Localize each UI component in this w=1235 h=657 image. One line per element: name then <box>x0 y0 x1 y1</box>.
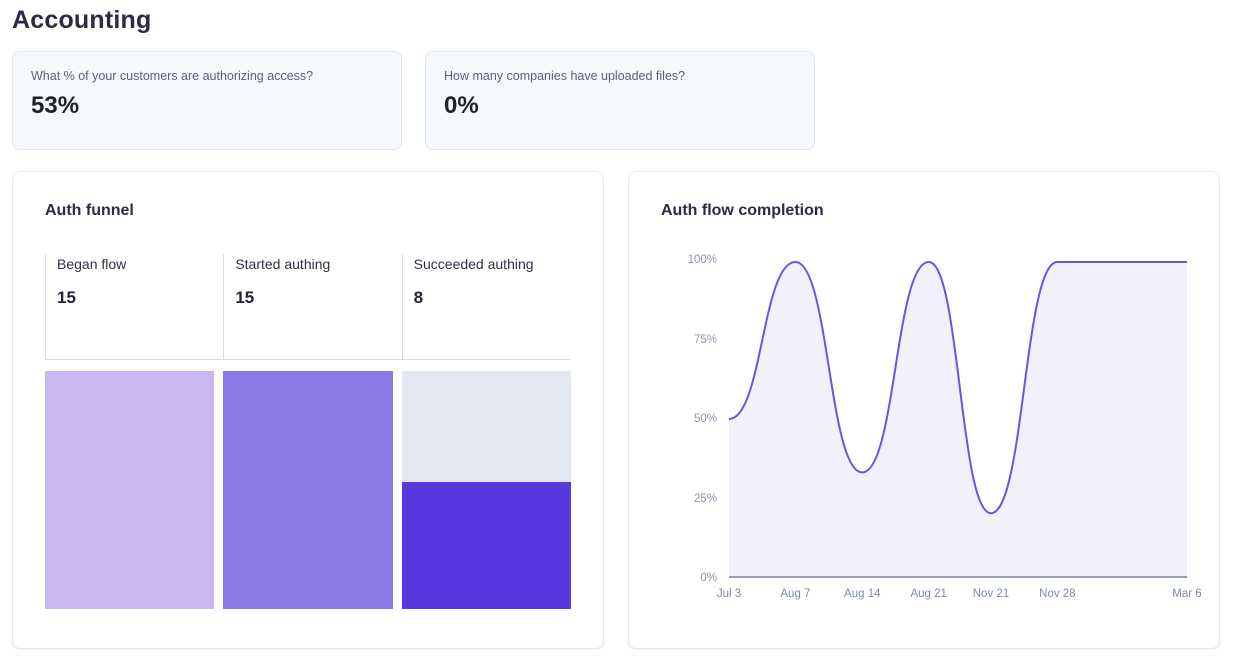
funnel-stage-value: 15 <box>235 288 255 307</box>
funnel-stage-label: Began flow <box>57 256 127 272</box>
x-axis-label: Mar 6 <box>1172 588 1202 600</box>
x-axis-label: Jul 3 <box>716 588 742 600</box>
y-axis-label: 0% <box>700 572 717 584</box>
funnel-stage-header: Began flow 15 <box>45 254 214 359</box>
x-axis-label: Aug 14 <box>844 588 881 600</box>
stats-row: What % of your customers are authorizing… <box>12 51 1223 150</box>
stat-question: What % of your customers are authorizing… <box>31 69 314 83</box>
stat-question: How many companies have uploaded files? <box>444 69 686 83</box>
y-axis-label: 100% <box>687 254 717 266</box>
completion-chart-grid: 0% 25% 50% 75% 100% Jul 3 Aug 7 Aug 14 Aug 21 No… <box>661 254 1202 608</box>
y-axis-label: 75% <box>693 333 717 346</box>
x-axis-label: Aug 21 <box>910 588 947 600</box>
plot-area <box>728 260 1187 578</box>
auth-funnel-panel: Auth funnel Began flow 15 Started authing 1… <box>12 171 604 649</box>
funnel-stage-bar <box>401 371 571 609</box>
x-axis: Jul 3 Aug 7 Aug 14 Aug 21 Nov 21 Nov 28 Mar 6 <box>717 588 1202 608</box>
page-title: Accounting <box>12 6 152 34</box>
auth-flow-completion-panel: Auth flow completion 0% 25% 50% 75% 100% Jul… <box>628 171 1220 649</box>
auth-funnel-title: Auth funnel <box>45 202 134 219</box>
y-axis-label: 50% <box>693 413 717 425</box>
funnel-stage-value: 15 <box>57 288 76 307</box>
funnel-stage-succeeded-authing: Succeeded authing 8 <box>401 254 571 609</box>
funnel-stage-bar <box>223 371 393 609</box>
stat-value: 0% <box>444 92 479 119</box>
completion-area-fill <box>729 262 1187 576</box>
completion-line <box>728 260 1187 515</box>
completion-chart: 0% 25% 50% 75% 100% Jul 3 Aug 7 Aug 14 Aug 21 No… <box>661 254 1202 608</box>
funnel-stage-header: Succeeded authing 8 <box>401 254 571 359</box>
funnel-stage-started-authing: Started authing 15 <box>223 254 393 609</box>
plot-wrap: Jul 3 Aug 7 Aug 14 Aug 21 Nov 21 Nov 28 Mar 6 <box>717 260 1202 608</box>
funnel-stage-began-flow: Began flow 15 <box>45 254 215 609</box>
x-axis-label: Nov 21 <box>972 588 1010 600</box>
funnel-bar-fill <box>401 482 571 609</box>
x-axis-label: Aug 7 <box>780 588 811 600</box>
funnel-bar-fill <box>223 371 393 609</box>
x-axis-label: Nov 28 <box>1039 588 1076 600</box>
stat-card-authorizing-access: What % of your customers are authorizing… <box>12 51 402 150</box>
auth-flow-completion-title: Auth flow completion <box>661 202 824 219</box>
funnel-stage-label: Started authing <box>235 256 331 272</box>
funnel-stage-header: Started authing 15 <box>223 254 392 359</box>
funnel-bar-fill <box>45 371 215 609</box>
y-axis-label: 25% <box>693 492 717 505</box>
stat-value: 53% <box>31 92 80 119</box>
funnel-stage-label: Succeeded authing <box>413 256 534 272</box>
panels-row: Auth funnel Began flow 15 Started authing 1… <box>12 171 1223 649</box>
funnel-stage-bar <box>45 371 215 609</box>
completion-line-svg <box>728 260 1187 576</box>
auth-funnel-chart: Began flow 15 Started authing 15 Succeeded a… <box>45 254 571 609</box>
funnel-header-divider <box>45 359 571 360</box>
funnel-stage-value: 8 <box>413 288 424 307</box>
stat-card-uploaded-files: How many companies have uploaded files? … <box>425 51 815 150</box>
y-axis: 0% 25% 50% 75% 100% <box>661 254 717 584</box>
